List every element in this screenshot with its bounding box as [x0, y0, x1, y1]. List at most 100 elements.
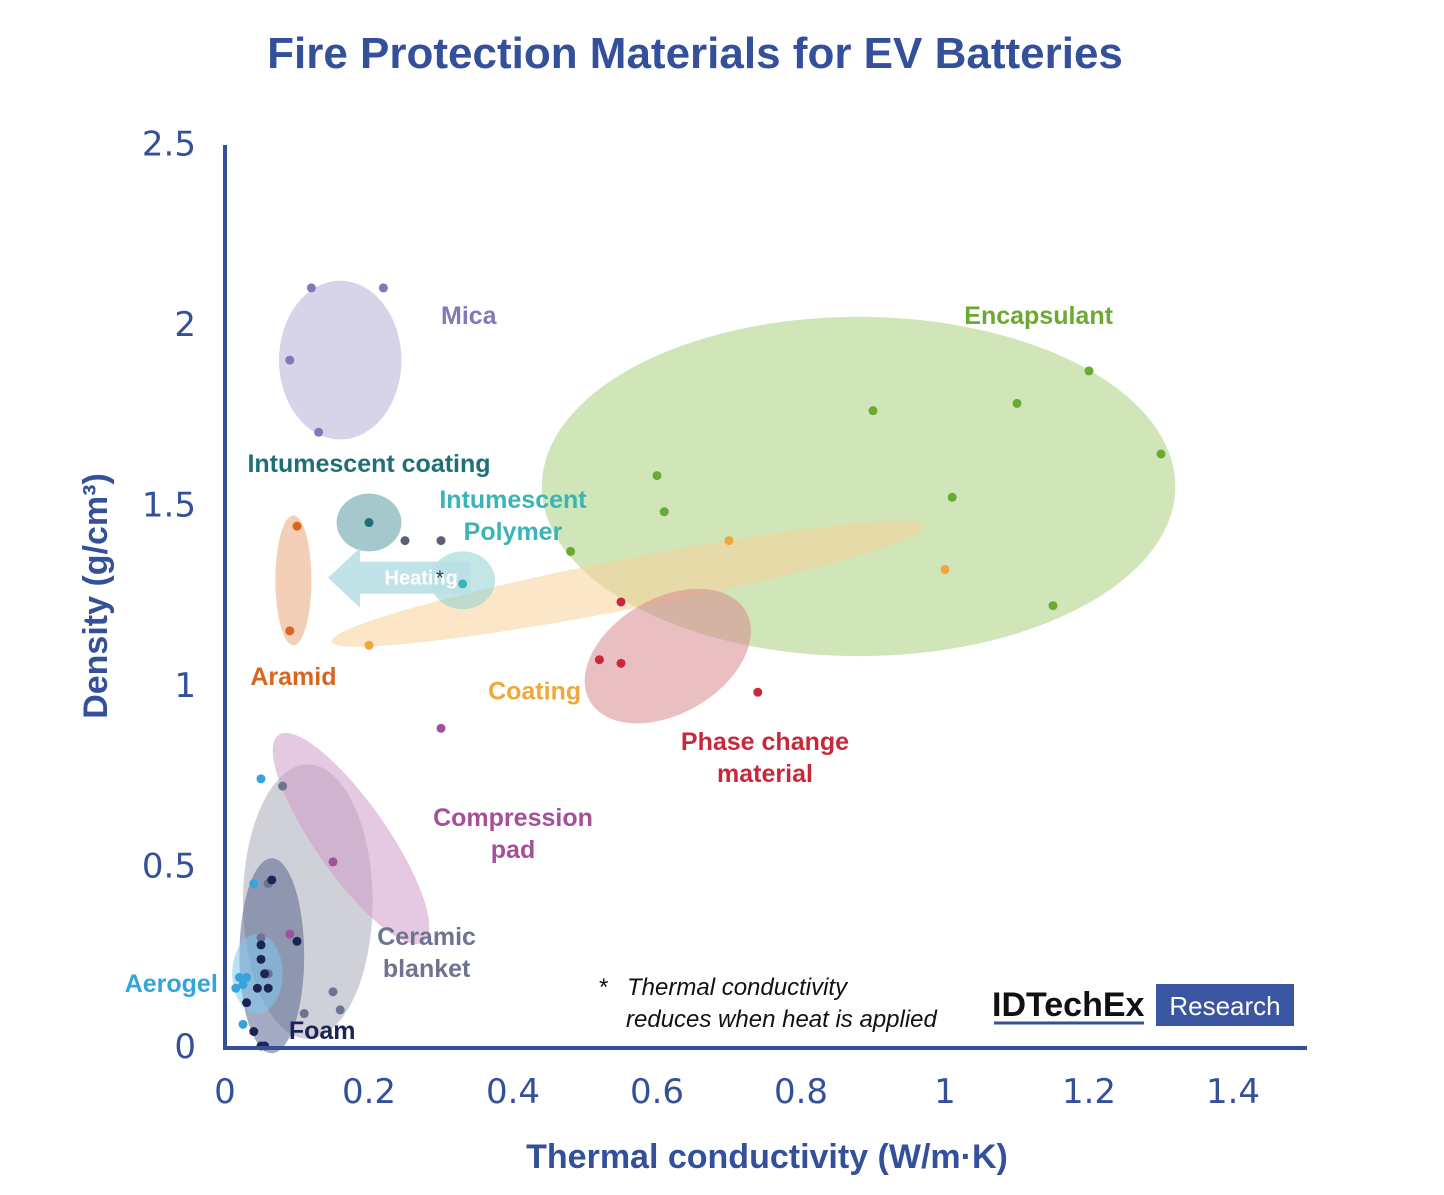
- encapsulant-point: [659, 507, 669, 517]
- unlabeled-point: [400, 536, 410, 546]
- mica-point: [306, 283, 316, 293]
- phase-change-material-point: [594, 655, 604, 665]
- y-ticks: 0 0.5 1 1.5 2 2.5: [142, 125, 196, 1068]
- coating-point: [940, 564, 950, 574]
- aramid-point: [292, 521, 302, 531]
- y-tick-label: 2.5: [142, 125, 196, 165]
- foam-point: [242, 998, 252, 1008]
- compression-pad-point: [436, 723, 446, 733]
- heating-arrow-label: Heating: [385, 568, 458, 590]
- idtechex-logo: IDTechEx Research: [992, 984, 1294, 1026]
- y-tick-label: 0: [174, 1027, 196, 1067]
- aramid-region: [275, 515, 312, 646]
- ceramic-blanket-point: [256, 933, 266, 943]
- encapsulant-label: Encapsulant: [964, 302, 1113, 330]
- foam-point: [267, 875, 277, 885]
- aerogel-label: Aerogel: [125, 970, 218, 998]
- annotations: Heating: [328, 547, 471, 608]
- ceramic-blanket-point: [278, 781, 288, 791]
- aerogel-point: [234, 972, 244, 982]
- mica-region: [279, 280, 402, 440]
- aramid-point: [285, 626, 295, 636]
- phase-change-material-label: material: [717, 760, 813, 788]
- ceramic-blanket-point: [328, 987, 338, 997]
- foam-point: [252, 983, 262, 993]
- phase-change-material-region: [584, 588, 751, 724]
- aerogel-region: [232, 934, 283, 1014]
- y-tick-label: 1.5: [142, 486, 196, 526]
- encapsulant-point: [1012, 398, 1022, 408]
- phase-change-material-point: [616, 658, 626, 668]
- x-tick-label: 0.4: [486, 1072, 540, 1112]
- x-tick-label: 1: [934, 1072, 956, 1112]
- x-tick-label: 0: [214, 1072, 236, 1112]
- foam-point: [260, 969, 270, 979]
- ceramic-blanket-point: [335, 1005, 345, 1015]
- encapsulant-point: [868, 406, 878, 416]
- ceramic-blanket-label: blanket: [383, 955, 471, 983]
- intumescent-coating-label: Intumescent coating: [247, 450, 490, 478]
- x-tick-label: 0.8: [774, 1072, 828, 1112]
- encapsulant-point: [566, 546, 576, 556]
- intumescent-polymer-point: [458, 579, 468, 589]
- aerogel-point: [256, 774, 266, 784]
- compression-pad-label: pad: [491, 836, 535, 864]
- logo-tag: Research: [1169, 991, 1280, 1021]
- logo-tag-box: [1156, 984, 1294, 1026]
- asterisk-point: *: [436, 567, 444, 589]
- mica-point: [314, 427, 324, 437]
- y-tick-label: 1: [174, 666, 196, 706]
- ceramic-blanket-point: [299, 1009, 309, 1019]
- compression-pad-region: [272, 732, 430, 944]
- aramid-label: Aramid: [250, 663, 336, 691]
- logo-brand: IDTechEx: [992, 986, 1145, 1024]
- encapsulant-point: [652, 471, 662, 481]
- intumescent-polymer-label: Intumescent: [439, 486, 587, 514]
- foam-point: [256, 940, 266, 950]
- aerogel-point: [242, 972, 252, 982]
- compression-pad-label: Compression: [433, 804, 593, 832]
- footnote-line-2: reduces when heat is applied: [626, 1006, 938, 1033]
- compression-pad-point: [285, 929, 295, 939]
- encapsulant-point: [1084, 366, 1094, 376]
- y-tick-label: 0.5: [142, 847, 196, 887]
- x-tick-label: 0.2: [342, 1072, 396, 1112]
- x-axis-label: Thermal conductivity (W/m·K): [526, 1138, 1008, 1176]
- aerogel-point: [238, 980, 248, 990]
- x-tick-label: 1.2: [1062, 1072, 1116, 1112]
- labels: Mica Encapsulant Intumescent coating Intume…: [125, 302, 1114, 1045]
- foam-label: Foam: [289, 1017, 356, 1045]
- y-axis-label: Density (g/cm³): [77, 473, 115, 719]
- y-tick-label: 2: [174, 305, 196, 345]
- ceramic-blanket-label: Ceramic: [377, 923, 476, 951]
- compression-pad-point: [328, 857, 338, 867]
- foam-point: [249, 1027, 259, 1037]
- aerogel-point: [249, 879, 259, 889]
- footnote-asterisk: *: [598, 974, 608, 1001]
- encapsulant-point: [1156, 449, 1166, 459]
- aerogel-point: [231, 983, 241, 993]
- aerogel-point: [238, 1019, 248, 1029]
- coating-region: [331, 521, 926, 647]
- foam-point: [263, 983, 273, 993]
- mica-point: [378, 283, 388, 293]
- phase-change-material-point: [753, 687, 763, 697]
- footnote: * Thermal conductivity reduces when heat…: [598, 974, 938, 1033]
- x-tick-label: 0.6: [630, 1072, 684, 1112]
- coating-point: [364, 640, 374, 650]
- x-tick-label: 1.4: [1206, 1072, 1260, 1112]
- encapsulant-point: [1048, 601, 1058, 611]
- coating-point: [724, 536, 734, 546]
- phase-change-material-point: [616, 597, 626, 607]
- regions: [232, 280, 1176, 1054]
- x-ticks: 0 0.2 0.4 0.6 0.8 1 1.2 1.4: [214, 1072, 1260, 1112]
- encapsulant-point: [947, 492, 957, 502]
- heating-arrow: [328, 547, 471, 608]
- chart-title: Fire Protection Materials for EV Batteri…: [267, 29, 1123, 78]
- mica-point: [285, 355, 295, 365]
- foam-point: [292, 936, 302, 946]
- unlabeled-point: [436, 536, 446, 546]
- coating-label: Coating: [488, 677, 581, 705]
- foam-point: [256, 954, 266, 964]
